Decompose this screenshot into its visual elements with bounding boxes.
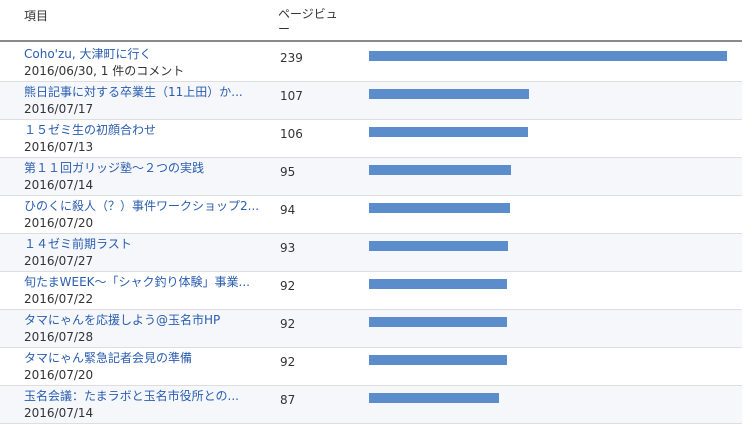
pageview-bar [369, 127, 528, 137]
post-date: 2016/07/20 [24, 368, 94, 382]
table-header: 項目 ページビュー [0, 0, 742, 42]
table-body: Coho'zu, 大津町に行く 2016/06/30, 1 件のコメント 239 熊日… [0, 44, 742, 424]
pageview-bar [369, 89, 529, 99]
post-title-link[interactable]: 熊日記事に対する卒業生（11上田）か... [24, 85, 243, 99]
post-date: 2016/07/20 [24, 216, 94, 230]
post-title-link[interactable]: １５ゼミ生の初顔合わせ [24, 123, 157, 137]
post-date: 2016/06/30, 1 件のコメント [24, 64, 185, 78]
item-column-header[interactable]: 項目 [24, 9, 49, 23]
pageview-bar [369, 355, 507, 365]
table-row: １４ゼミ前期ラスト 2016/07/27 93 [0, 234, 742, 272]
post-date: 2016/07/13 [24, 140, 94, 154]
pageview-bar [369, 393, 499, 403]
post-title-link[interactable]: タマにゃん緊急記者会見の準備 [24, 351, 193, 365]
post-title-link[interactable]: １４ゼミ前期ラスト [24, 237, 132, 251]
pageview-count: 95 [280, 165, 296, 179]
table-row: タマにゃんを応援しよう@玉名市HP 2016/07/28 92 [0, 310, 742, 348]
table-row: 第１１回ガリッジ塾～２つの実践 2016/07/14 95 [0, 158, 742, 196]
table-row: 旬たまWEEK～「シャク釣り体験」事業... 2016/07/22 92 [0, 272, 742, 310]
post-date: 2016/07/27 [24, 254, 94, 268]
post-title-link[interactable]: タマにゃんを応援しよう@玉名市HP [24, 313, 221, 327]
post-date: 2016/07/14 [24, 406, 94, 420]
table-row: １５ゼミ生の初顔合わせ 2016/07/13 106 [0, 120, 742, 158]
pageview-bar [369, 241, 508, 251]
post-title-link[interactable]: 玉名会議：たまラボと玉名市役所との... [24, 389, 239, 403]
post-title-link[interactable]: Coho'zu, 大津町に行く [24, 47, 152, 61]
table-row: Coho'zu, 大津町に行く 2016/06/30, 1 件のコメント 239 [0, 44, 742, 82]
pageview-count: 92 [280, 355, 296, 369]
pageview-bar [369, 51, 727, 61]
table-row: ひのくに殺人（？）事件ワークショップ2... 2016/07/20 94 [0, 196, 742, 234]
pageview-count: 107 [280, 89, 303, 103]
table-row: タマにゃん緊急記者会見の準備 2016/07/20 92 [0, 348, 742, 386]
pageview-column-header[interactable]: ページビュー [278, 7, 338, 36]
pageview-count: 106 [280, 127, 303, 141]
table-row: 玉名会議：たまラボと玉名市役所との... 2016/07/14 87 [0, 386, 742, 424]
pageview-bar [369, 165, 511, 175]
post-date: 2016/07/22 [24, 292, 94, 306]
pageview-bar [369, 279, 507, 289]
pageview-count: 94 [280, 203, 296, 217]
post-date: 2016/07/14 [24, 178, 94, 192]
pageview-bar [369, 317, 507, 327]
post-date: 2016/07/28 [24, 330, 94, 344]
post-title-link[interactable]: 第１１回ガリッジ塾～２つの実践 [24, 161, 205, 175]
pageview-count: 92 [280, 279, 296, 293]
post-title-link[interactable]: 旬たまWEEK～「シャク釣り体験」事業... [24, 275, 250, 289]
pageview-count: 93 [280, 241, 296, 255]
post-date: 2016/07/17 [24, 102, 94, 116]
post-title-link[interactable]: ひのくに殺人（？）事件ワークショップ2... [24, 199, 259, 213]
pageview-bar [369, 203, 510, 213]
pageview-count: 87 [280, 393, 296, 407]
pageview-count: 92 [280, 317, 296, 331]
table-row: 熊日記事に対する卒業生（11上田）か... 2016/07/17 107 [0, 82, 742, 120]
pageview-count: 239 [280, 51, 303, 65]
